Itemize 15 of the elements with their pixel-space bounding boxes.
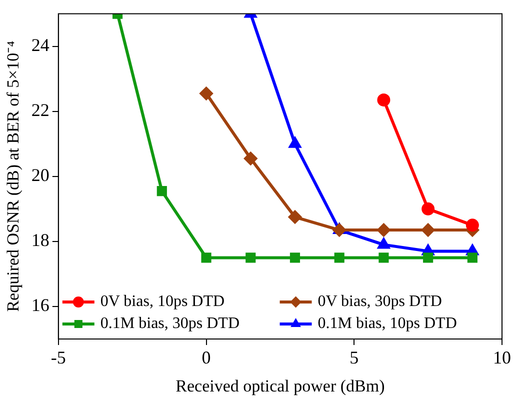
x-tick-label: -5 (50, 348, 66, 368)
x-tick-label: 0 (202, 348, 211, 368)
legend-label: 0.1M bias, 30ps DTD (100, 315, 240, 332)
x-tick-label: 10 (493, 348, 511, 368)
y-axis-title: Required OSNR (dB) at BER of 5×10⁻⁴ (4, 40, 23, 312)
y-tick-label: 16 (31, 295, 50, 316)
legend-label: 0V bias, 30ps DTD (318, 293, 442, 310)
y-tick-label: 24 (31, 35, 50, 56)
x-axis-title: Received optical power (dBm) (176, 376, 385, 396)
y-tick-label: 20 (31, 165, 50, 186)
legend-label: 0V bias, 10ps DTD (100, 293, 225, 310)
legend-label: 0.1M bias, 10ps DTD (318, 315, 457, 332)
x-tick-label: 5 (350, 348, 359, 368)
y-tick-label: 22 (31, 100, 50, 120)
y-tick-label: 18 (31, 230, 50, 250)
